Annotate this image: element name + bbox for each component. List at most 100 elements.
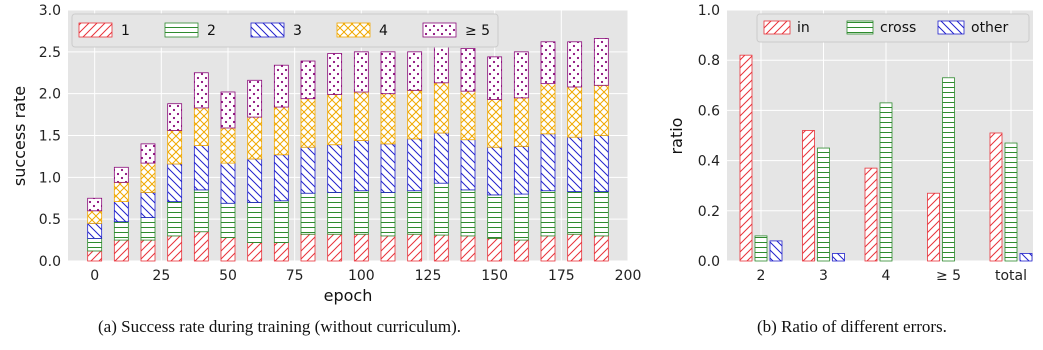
- bar-other-2: [769, 240, 783, 262]
- bar-segment-1-epoch-0: [87, 250, 103, 262]
- bar-segment-gte-5-epoch-60: [247, 79, 263, 118]
- bar-segment-gte-5-epoch-40: [193, 72, 209, 109]
- bar-segment-gte-5-epoch-20: [140, 143, 156, 164]
- bar-segment-4-epoch-160: [513, 97, 529, 147]
- bar-segment-4-epoch-180: [567, 86, 583, 138]
- legend-swatch-gte-5: [422, 22, 457, 38]
- bar-segment-2-epoch-50: [220, 202, 236, 238]
- bar-segment-1-epoch-20: [140, 239, 156, 262]
- bar-segment-2-epoch-190: [593, 191, 609, 237]
- bar-cross-4: [879, 102, 893, 262]
- x-tick-label: 100: [348, 268, 375, 284]
- bar-segment-2-epoch-10: [113, 221, 129, 241]
- bar-cross-3: [817, 147, 830, 262]
- bar-segment-1-epoch-30: [167, 235, 183, 262]
- legend-swatch-2: [164, 22, 199, 38]
- bar-segment-gte-5-epoch-70: [273, 64, 289, 108]
- bar-segment-1-epoch-60: [247, 242, 263, 262]
- bar-segment-1-epoch-100: [353, 233, 369, 262]
- bar-segment-3-epoch-190: [593, 135, 609, 192]
- bar-segment-2-epoch-70: [273, 200, 289, 243]
- bar-segment-1-epoch-190: [593, 235, 609, 262]
- bar-segment-gte-5-epoch-110: [380, 51, 396, 95]
- bar-segment-1-epoch-140: [460, 235, 476, 262]
- bar-segment-4-epoch-80: [300, 98, 316, 148]
- bar-in-4: [864, 167, 878, 262]
- legend-swatch-1: [78, 22, 113, 38]
- bar-segment-gte-5-epoch-30: [167, 103, 183, 131]
- plot-a-ticks: 0.0 0.5 1.0 1.5 2.0 2.5 3.0 0 25 50 75 100 125 150 175…: [39, 3, 642, 284]
- caption-a: (a) Success rate during training (withou…: [98, 317, 462, 336]
- legend-label-2: 2: [207, 23, 216, 39]
- bar-segment-gte-5-epoch-170: [540, 41, 556, 85]
- legend-a-frame: [71, 13, 499, 48]
- bar-segment-3-epoch-40: [193, 145, 209, 191]
- bar-segment-2-epoch-0: [87, 238, 103, 252]
- legend-swatch-3: [250, 22, 285, 38]
- x-tick-label: 125: [415, 268, 442, 284]
- bar-segment-3-epoch-170: [540, 133, 556, 192]
- y-tick-label: 0.2: [698, 204, 720, 220]
- bar-other-3: [832, 253, 845, 262]
- legend-swatch-4: [336, 22, 371, 38]
- legend-label-cross: cross: [880, 20, 916, 36]
- bar-segment-gte-5-epoch-90: [327, 53, 343, 95]
- y-tick-label: 0.4: [698, 154, 720, 170]
- y-tick-label: 0.0: [698, 254, 720, 270]
- y-tick-label: 0.8: [698, 53, 720, 69]
- bar-segment-3-epoch-20: [140, 191, 156, 218]
- bar-segment-3-epoch-140: [460, 139, 476, 191]
- bar-segment-gte-5-epoch-160: [513, 51, 529, 99]
- bar-segment-4-epoch-120: [407, 89, 423, 140]
- bar-segment-2-epoch-80: [300, 192, 316, 235]
- bar-segment-3-epoch-110: [380, 143, 396, 193]
- bar-segment-2-epoch-100: [353, 190, 369, 235]
- bar-segment-4-epoch-20: [140, 162, 156, 193]
- bar-segment-2-epoch-180: [567, 191, 583, 235]
- x-tick-label: 200: [615, 268, 642, 284]
- bar-segment-4-epoch-50: [220, 127, 236, 164]
- caption-b: (b) Ratio of different errors.: [757, 317, 947, 336]
- y-tick-label: 1.0: [698, 3, 720, 19]
- bar-segment-1-epoch-120: [407, 233, 423, 262]
- bar-cross-gte-5: [942, 77, 955, 262]
- bar-segment-4-epoch-30: [167, 130, 183, 165]
- bar-segment-gte-5-epoch-50: [220, 91, 236, 129]
- bar-segment-4-epoch-10: [113, 181, 129, 202]
- plot-b-legend: in cross other: [756, 13, 1030, 43]
- bar-segment-gte-5-epoch-100: [353, 51, 369, 93]
- bar-segment-gte-5-epoch-130: [433, 44, 449, 84]
- bar-segment-3-epoch-60: [247, 158, 263, 203]
- x-tick-label-2: 2: [757, 268, 766, 284]
- bar-segment-gte-5-epoch-190: [593, 38, 609, 86]
- bar-segment-2-epoch-170: [540, 190, 556, 237]
- bar-in-3: [802, 130, 815, 262]
- bar-segment-2-epoch-20: [140, 217, 156, 241]
- bar-segment-4-epoch-170: [540, 83, 556, 135]
- bar-segment-2-epoch-140: [460, 189, 476, 237]
- bar-segment-2-epoch-150: [487, 194, 503, 239]
- legend-label-4: 4: [379, 23, 388, 39]
- bar-segment-4-epoch-100: [353, 91, 369, 141]
- y-tick-label: 2.5: [39, 45, 61, 61]
- bar-segment-1-epoch-110: [380, 235, 396, 262]
- bar-segment-3-epoch-30: [167, 163, 183, 202]
- bar-cross-total: [1004, 142, 1018, 262]
- x-tick-label: 0: [90, 268, 99, 284]
- bar-segment-1-epoch-90: [327, 233, 343, 262]
- bar-segment-1-epoch-170: [540, 235, 556, 262]
- bar-segment-1-epoch-150: [487, 238, 503, 262]
- bar-segment-3-epoch-160: [513, 145, 529, 195]
- legend-swatch-in: [763, 20, 791, 35]
- bar-segment-3-epoch-10: [113, 201, 129, 223]
- bar-segment-1-epoch-160: [513, 239, 529, 262]
- bar-segment-4-epoch-70: [273, 106, 289, 156]
- bar-segment-4-epoch-140: [460, 90, 476, 141]
- y-tick-label: 1.0: [39, 170, 61, 186]
- legend-swatch-cross: [846, 20, 874, 35]
- bar-segment-3-epoch-80: [300, 146, 316, 194]
- bar-segment-3-epoch-180: [567, 136, 583, 192]
- bar-segment-gte-5-epoch-180: [567, 41, 583, 88]
- bar-segment-1-epoch-130: [433, 234, 449, 262]
- y-tick-label: 0.5: [39, 212, 61, 228]
